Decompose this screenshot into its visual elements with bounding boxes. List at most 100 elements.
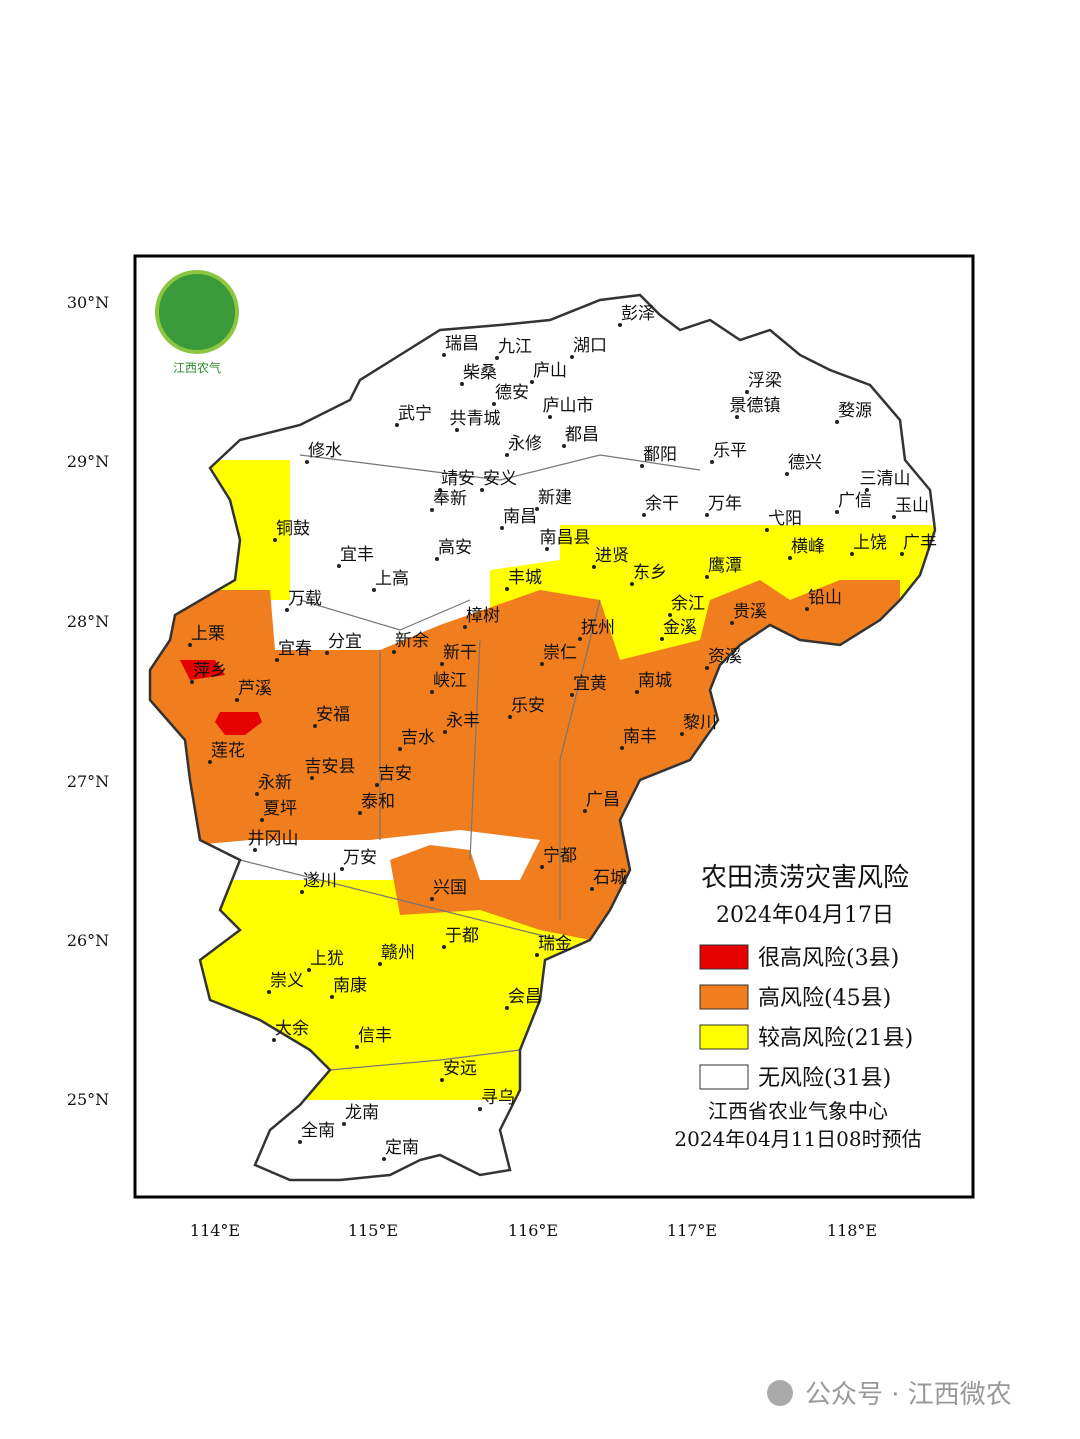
city-label: 景德镇 xyxy=(730,396,781,416)
city-label: 靖安 xyxy=(441,469,475,489)
city-label: 安福 xyxy=(316,705,350,725)
city-label: 高安 xyxy=(438,538,472,558)
city-label: 丰城 xyxy=(508,568,542,588)
city-dot xyxy=(310,776,314,780)
city-label: 樟树 xyxy=(466,606,500,626)
lat-label: 29°N xyxy=(67,452,109,471)
city-label: 乐安 xyxy=(511,696,545,716)
city-label: 新余 xyxy=(395,631,429,651)
city-label: 龙南 xyxy=(345,1103,379,1123)
city-dot xyxy=(548,415,552,419)
city-label: 上饶 xyxy=(853,533,887,553)
city-label: 南城 xyxy=(638,671,672,691)
city-dot xyxy=(340,867,344,871)
city-dot xyxy=(305,460,309,464)
city-label: 贵溪 xyxy=(733,602,767,622)
city-label: 兴国 xyxy=(433,878,467,898)
city-dot xyxy=(540,865,544,869)
legend-swatch xyxy=(699,944,749,970)
city-dot xyxy=(562,444,566,448)
zone-red xyxy=(180,660,262,735)
city-dot xyxy=(275,658,279,662)
city-label: 浮梁 xyxy=(748,371,782,391)
city-label: 赣州 xyxy=(381,943,415,963)
city-label: 信丰 xyxy=(358,1026,392,1046)
city-label: 峡江 xyxy=(433,671,467,691)
city-label: 井冈山 xyxy=(248,829,299,849)
lon-label: 118°E xyxy=(827,1221,877,1240)
city-label: 都昌 xyxy=(565,425,599,445)
city-label: 上犹 xyxy=(310,949,344,969)
city-label: 吉水 xyxy=(401,728,435,748)
lat-label: 28°N xyxy=(67,612,109,631)
city-label: 新干 xyxy=(443,643,477,663)
city-label: 东乡 xyxy=(633,563,667,583)
city-dot xyxy=(438,488,442,492)
city-label: 奉新 xyxy=(433,489,467,509)
city-label: 上高 xyxy=(375,569,409,589)
city-label: 万安 xyxy=(343,848,377,868)
city-dot xyxy=(892,515,896,519)
city-label: 广昌 xyxy=(586,790,620,810)
city-dot xyxy=(188,643,192,647)
city-label: 九江 xyxy=(498,337,532,357)
city-label: 进贤 xyxy=(595,546,629,566)
city-dot xyxy=(435,557,439,561)
city-dot xyxy=(375,783,379,787)
city-dot xyxy=(235,698,239,702)
city-dot xyxy=(865,488,869,492)
city-label: 新建 xyxy=(538,488,572,508)
lon-label: 117°E xyxy=(667,1221,717,1240)
lon-label: 114°E xyxy=(190,1221,240,1240)
city-label: 南丰 xyxy=(623,727,657,747)
city-label: 安远 xyxy=(443,1059,477,1079)
city-dot xyxy=(430,897,434,901)
city-label: 黎川 xyxy=(683,713,717,733)
city-dot xyxy=(710,460,714,464)
city-label: 乐平 xyxy=(713,441,747,461)
city-label: 于都 xyxy=(445,926,479,946)
county-boundaries xyxy=(239,454,701,1071)
city-dot xyxy=(583,809,587,813)
city-label: 会昌 xyxy=(508,987,542,1007)
city-dot xyxy=(505,587,509,591)
city-dot xyxy=(330,995,334,999)
city-dot xyxy=(443,730,447,734)
city-dot xyxy=(630,582,634,586)
legend-date: 2024年04月17日 xyxy=(716,903,894,928)
city-label: 大余 xyxy=(275,1019,309,1039)
city-dot xyxy=(358,811,362,815)
watermark-icon xyxy=(767,1380,793,1406)
city-dot xyxy=(273,538,277,542)
city-dot xyxy=(208,760,212,764)
city-label: 余干 xyxy=(645,494,679,514)
city-dot xyxy=(255,792,259,796)
city-label: 三清山 xyxy=(860,469,911,489)
city-label: 永丰 xyxy=(446,711,480,731)
legend-swatch xyxy=(699,984,749,1010)
city-dot xyxy=(570,355,574,359)
city-label: 抚州 xyxy=(581,618,615,638)
city-label: 萍乡 xyxy=(193,661,227,681)
city-label: 庐山 xyxy=(533,361,567,381)
city-dot xyxy=(535,953,539,957)
city-label: 定南 xyxy=(385,1138,419,1158)
city-label: 南康 xyxy=(333,976,367,996)
city-label: 万年 xyxy=(708,494,742,514)
city-dot xyxy=(267,990,271,994)
city-dot xyxy=(530,380,534,384)
city-label: 婺源 xyxy=(838,401,872,421)
city-dot xyxy=(442,945,446,949)
city-dot xyxy=(430,508,434,512)
city-label: 泰和 xyxy=(361,792,395,812)
city-dot xyxy=(455,428,459,432)
city-label: 余江 xyxy=(671,594,705,614)
city-dot xyxy=(480,488,484,492)
city-dot xyxy=(505,453,509,457)
city-dot xyxy=(835,420,839,424)
legend-label: 很高风险(3县) xyxy=(758,946,899,971)
city-label: 全南 xyxy=(301,1121,335,1141)
legend-agency: 江西省农业气象中心 xyxy=(708,1099,888,1123)
city-dot xyxy=(680,732,684,736)
